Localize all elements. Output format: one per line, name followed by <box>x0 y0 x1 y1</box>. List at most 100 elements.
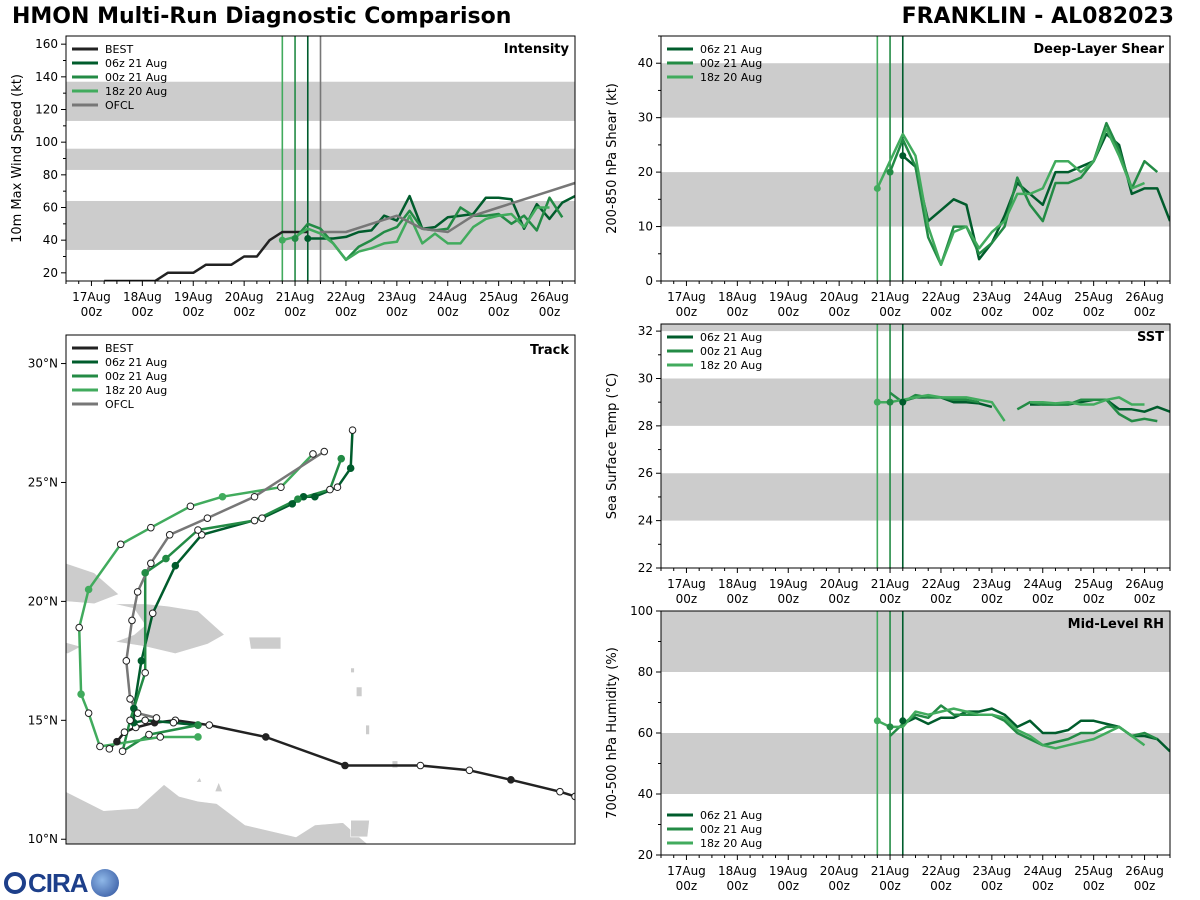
rh-xtick-label: 00z <box>828 879 850 893</box>
track-point <box>165 530 174 539</box>
intensity-ylabel: 10m Max Wind Speed (kt) <box>10 74 25 243</box>
shear-xtick-label: 21Aug <box>871 290 910 304</box>
track-point <box>171 561 180 570</box>
intensity-xtick-label: 00z <box>539 305 561 319</box>
track-point <box>556 787 564 796</box>
sst-plot-area <box>661 324 1170 568</box>
intensity-ytick-label: 60 <box>43 201 58 215</box>
track-point <box>277 483 285 492</box>
sst-ytick-label: 28 <box>638 419 653 433</box>
track-frame <box>65 334 576 845</box>
track-point <box>147 523 155 532</box>
sst-xtick-label: 19Aug <box>769 577 808 591</box>
shear-xtick-label: 24Aug <box>1023 290 1062 304</box>
track-point <box>205 721 214 729</box>
shear-legend-label: 18z 20 Aug <box>700 71 762 84</box>
shear-xtick-label: 00z <box>879 305 901 319</box>
shear-series-line <box>876 127 1145 266</box>
track-point <box>141 569 149 577</box>
shear-legend-label: 00z 21 Aug <box>700 57 762 70</box>
sst-chart: 22242628303217Aug00z18Aug00z19Aug00z20Au… <box>605 323 1171 606</box>
sst-series-line <box>877 393 1145 422</box>
track-point <box>288 500 297 508</box>
shear-xtick-label: 00z <box>981 305 1003 319</box>
intensity-ytick-label: 20 <box>43 266 58 280</box>
rh-chart: 2040608010017Aug00z18Aug00z19Aug00z20Aug… <box>605 604 1171 893</box>
rh-band <box>661 611 1170 672</box>
track-point <box>145 730 153 739</box>
shear-chart: 01020304017Aug00z18Aug00z19Aug00z20Aug00… <box>605 35 1171 319</box>
track-point <box>346 464 355 472</box>
rh-init-marker <box>886 723 894 731</box>
track-point <box>320 447 329 456</box>
sst-xtick-label: 00z <box>1032 592 1054 606</box>
rh-xtick-label: 21Aug <box>871 864 910 878</box>
rh-plot-area <box>661 611 1170 855</box>
track-plot-area <box>66 426 575 844</box>
sst-legend-label: 06z 21 Aug <box>700 331 762 344</box>
intensity-legend-label: 18z 20 Aug <box>105 85 167 98</box>
rh-legend-label: 06z 21 Aug <box>700 809 762 822</box>
track-point <box>326 485 334 494</box>
sst-xtick-label: 21Aug <box>871 577 910 591</box>
sst-ytick-label: 30 <box>638 371 653 385</box>
intensity-xtick-label: 21Aug <box>276 290 315 304</box>
sst-xtick-label: 26Aug <box>1125 577 1164 591</box>
track-point <box>77 690 85 698</box>
intensity-title: Intensity <box>504 42 570 57</box>
land-polygon <box>350 667 355 674</box>
rh-xtick-label: 23Aug <box>972 864 1011 878</box>
rh-xtick-label: 00z <box>727 879 749 893</box>
intensity-legend-label: 00z 21 Aug <box>105 71 167 84</box>
intensity-ytick-label: 100 <box>35 135 58 149</box>
track-point <box>128 616 136 625</box>
track-point <box>258 514 266 522</box>
rh-xtick-label: 00z <box>1134 879 1156 893</box>
sst-xtick-label: 00z <box>727 592 749 606</box>
sst-xtick-label: 00z <box>1083 592 1105 606</box>
rh-ytick-label: 60 <box>638 726 653 740</box>
intensity-xtick-label: 00z <box>81 305 103 319</box>
track-point <box>571 792 575 801</box>
rh-ytick-label: 80 <box>638 665 653 679</box>
intensity-series-line <box>281 206 550 262</box>
intensity-ytick-label: 40 <box>43 233 58 247</box>
track-point <box>218 492 227 501</box>
track-title: Track <box>530 343 569 358</box>
sst-title: SST <box>1137 330 1164 345</box>
track-point <box>250 492 259 501</box>
intensity-xtick-label: 18Aug <box>123 290 162 304</box>
rh-xtick-label: 00z <box>777 879 799 893</box>
sst-xtick-label: 20Aug <box>820 577 859 591</box>
rh-init-marker <box>899 717 907 725</box>
shear-xtick-label: 00z <box>727 305 749 319</box>
sst-ytick-label: 26 <box>638 466 653 480</box>
intensity-xtick-label: 00z <box>233 305 255 319</box>
sst-ylabel: Sea Surface Temp (°C) <box>605 373 620 520</box>
intensity-series-line <box>320 181 575 234</box>
track-point <box>156 733 165 741</box>
rh-xtick-label: 24Aug <box>1023 864 1062 878</box>
cira-logo: CIRA <box>4 866 119 900</box>
shear-init-marker <box>899 152 907 160</box>
intensity-xtick-label: 24Aug <box>428 290 467 304</box>
land-polygon <box>350 819 370 838</box>
rh-xtick-label: 25Aug <box>1074 864 1113 878</box>
cira-logo-text: CIRA <box>28 867 89 898</box>
intensity-init-marker <box>278 236 286 244</box>
sst-xtick-label: 18Aug <box>718 577 757 591</box>
sst-ytick-label: 32 <box>638 324 653 338</box>
shear-plot-area <box>661 36 1170 281</box>
rh-ytick-label: 40 <box>638 787 653 801</box>
land-polygon <box>355 686 363 697</box>
track-point <box>194 733 202 741</box>
track-point <box>333 483 342 492</box>
intensity-xtick-label: 00z <box>437 305 459 319</box>
shear-ytick-label: 20 <box>638 165 653 179</box>
shear-xtick-label: 00z <box>828 305 850 319</box>
track-legend-label: BEST <box>105 342 133 355</box>
sst-legend-label: 00z 21 Aug <box>700 345 762 358</box>
track-point <box>294 495 302 503</box>
intensity-xtick-label: 19Aug <box>174 290 213 304</box>
